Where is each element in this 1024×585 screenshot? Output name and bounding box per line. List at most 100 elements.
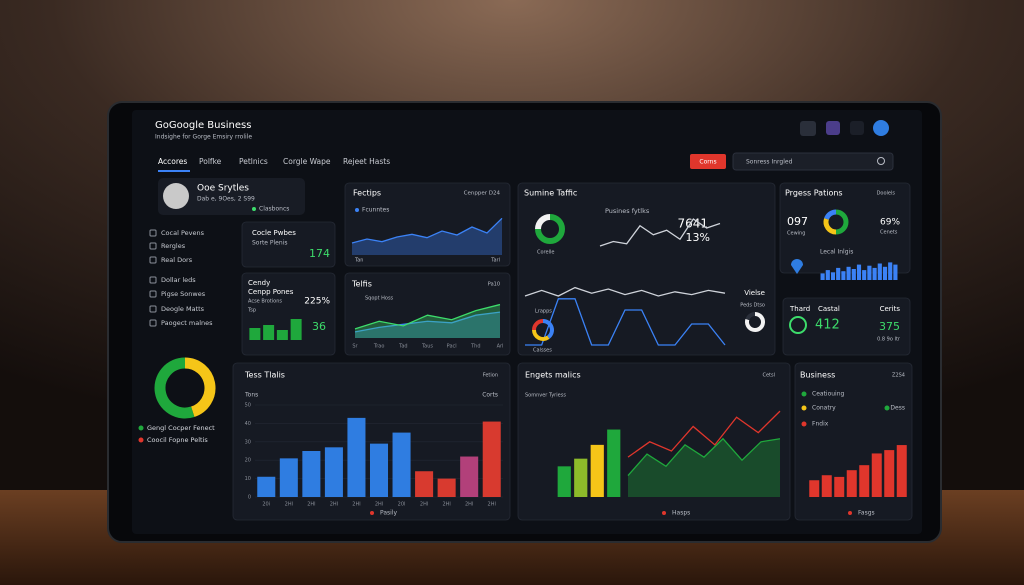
x-tick-label: Pacl <box>447 344 457 350</box>
legend-dot <box>801 405 807 411</box>
menu-icon[interactable] <box>800 121 816 136</box>
bar <box>888 262 893 280</box>
panel-text: Acse Brotions <box>248 299 282 305</box>
panel-text: Tsp <box>247 308 256 314</box>
map-pin <box>791 259 803 274</box>
bar <box>882 266 888 280</box>
nav-item[interactable]: Accores <box>158 157 187 166</box>
nav-item[interactable]: Petlnics <box>239 157 268 166</box>
app-icon[interactable] <box>826 121 840 135</box>
panel-text: Corts <box>482 392 498 399</box>
bar <box>257 476 276 497</box>
bar <box>276 330 288 340</box>
panel-text: Sqopt Hoss <box>365 296 394 302</box>
bar <box>871 453 882 497</box>
donut-segment <box>532 319 544 331</box>
menu-item[interactable]: Paogect malnes <box>161 319 213 327</box>
search-icon <box>877 157 885 165</box>
panel-text: Lecal Inlgis <box>820 249 853 256</box>
x-tick-label: Trao <box>373 344 385 350</box>
menu-item[interactable]: Pigse Sonwes <box>161 290 206 298</box>
x-tick-label: 2Hl <box>352 502 360 508</box>
donut-segment <box>745 312 765 332</box>
settings-icon[interactable] <box>850 121 864 135</box>
line <box>599 218 721 247</box>
panel-text: Z2S4 <box>892 373 905 379</box>
menu-item[interactable]: Cocal Pevens <box>161 229 205 237</box>
x-tick-label: 20l <box>398 502 406 508</box>
panel-text: Fasgs <box>858 510 875 517</box>
app-title: GoGoogle Business <box>155 120 251 131</box>
bar <box>834 476 845 497</box>
panel-title: Fectips <box>353 189 381 198</box>
menu-item[interactable]: Dollar leds <box>161 276 196 284</box>
panel-text: Pa10 <box>488 282 500 288</box>
panel-text: Doolels <box>877 191 896 197</box>
bar <box>841 271 846 280</box>
panel-text: 412 <box>815 318 840 333</box>
line <box>524 286 726 297</box>
legend-dot <box>884 405 890 411</box>
profile-card[interactable] <box>158 178 305 215</box>
search-text[interactable]: Sonress Inrgled <box>746 159 793 166</box>
panel-text: 225% <box>304 297 330 307</box>
nav-item[interactable]: Rejeet Hasts <box>343 157 390 166</box>
bar <box>302 451 321 497</box>
donut-segment <box>835 209 849 235</box>
panel-title: Telfis <box>351 280 372 289</box>
panel-text: Cerits <box>880 305 901 313</box>
search-box[interactable] <box>732 152 894 171</box>
bar <box>862 270 867 280</box>
panel-title: Cocle Pwbes <box>252 229 296 237</box>
legend-dot <box>801 421 807 427</box>
line <box>354 311 501 333</box>
bar <box>369 443 389 497</box>
menu-icon <box>149 290 157 298</box>
panel-text: Dess <box>890 405 905 412</box>
menu-item[interactable]: Real Dors <box>161 256 193 264</box>
line <box>354 303 501 330</box>
panel-text: 097 <box>787 215 808 228</box>
x-tick-label: 2Hl <box>488 502 496 508</box>
menu-icon <box>149 305 157 313</box>
bar <box>249 328 261 340</box>
x-tick-label: 2Hl <box>442 502 450 508</box>
panel-title: Business <box>800 371 835 380</box>
bar <box>482 421 501 497</box>
panel-title: Tess Tlalis <box>244 371 285 380</box>
donut-segment <box>184 357 216 418</box>
area <box>355 312 500 338</box>
panel-text: Pusines fytlks <box>605 207 650 215</box>
bar <box>836 267 841 280</box>
panel-title: Sumine Taffic <box>524 189 577 198</box>
primary-button[interactable] <box>690 154 726 169</box>
line <box>525 298 726 346</box>
profile-meta: Dab e, 9Oes, 2 S99 <box>197 196 255 203</box>
x-tick-label: Taus <box>421 344 433 350</box>
panel-text: Fndix <box>812 421 829 428</box>
y-tick-label: 50 <box>245 403 251 409</box>
donut-segment <box>154 357 195 419</box>
legend-label: Gengl Cocper Fenect <box>147 424 215 432</box>
panel-text: Lrapps <box>535 309 552 315</box>
panel-text: Castal <box>818 305 840 313</box>
x-tick-label: Tad <box>398 344 407 350</box>
donut-segment <box>542 319 554 339</box>
legend-dot <box>662 511 666 515</box>
panel-text: Calsses <box>533 348 552 354</box>
nav-item[interactable]: Corgle Wape <box>283 157 331 166</box>
bar <box>859 465 870 497</box>
panel-title: Thard <box>789 305 810 313</box>
avatar-icon[interactable] <box>873 120 889 136</box>
x-tick-label: 2Hl <box>375 502 383 508</box>
panel-text: Fcunntes <box>362 207 389 214</box>
profile-name: Ooe Srytles <box>197 184 249 194</box>
panel-text: Ceatiouing <box>812 391 845 398</box>
menu-item[interactable]: Deogle Matts <box>161 305 205 313</box>
menu-item[interactable]: Rergles <box>161 242 186 250</box>
nav-item[interactable]: Polfke <box>199 157 222 166</box>
button-label[interactable]: Corns <box>699 159 716 166</box>
bar <box>415 471 434 497</box>
menu-icon <box>149 319 157 327</box>
